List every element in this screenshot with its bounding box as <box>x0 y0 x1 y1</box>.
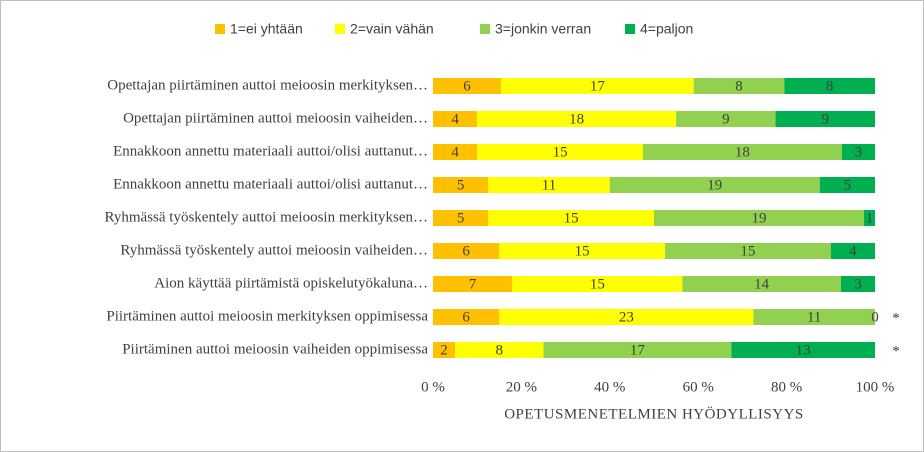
data-label: 6 <box>462 243 470 259</box>
data-label: 6 <box>462 309 470 325</box>
bar-segment <box>499 309 754 325</box>
y-tick-label: Ennakkoon annettu materiaali auttoi/olis… <box>113 143 428 159</box>
bar-segment <box>642 144 842 160</box>
bar-segment <box>433 210 489 226</box>
y-tick-label: Aion käyttää piirtämistä opiskelutyökalu… <box>154 275 428 291</box>
data-label: 18 <box>735 144 750 160</box>
bar-segment <box>477 144 643 160</box>
bar-segment <box>543 342 732 358</box>
bar-segment <box>499 243 666 259</box>
bar-segment <box>512 276 683 292</box>
data-label: 18 <box>569 111 584 127</box>
data-label: 19 <box>751 210 766 226</box>
data-label: 15 <box>590 276 605 292</box>
bar-segment <box>682 276 841 292</box>
y-tick-label: Ryhmässä työskentely auttoi meioosin vai… <box>120 242 428 258</box>
data-label: 6 <box>463 78 471 94</box>
data-label: 17 <box>630 342 646 358</box>
bar-segment <box>433 78 501 94</box>
bar-segment <box>676 111 776 127</box>
legend-swatch <box>625 24 635 34</box>
data-label: 0 <box>871 309 879 325</box>
legend-swatch <box>335 24 345 34</box>
bar-segment <box>665 243 831 259</box>
bar-segment <box>841 144 875 160</box>
data-label: 23 <box>619 309 634 325</box>
data-label: 3 <box>854 276 862 292</box>
x-tick-label: 20 % <box>506 379 537 395</box>
data-label: 7 <box>469 276 477 292</box>
data-label: 4 <box>451 111 459 127</box>
bar-segment <box>775 111 875 127</box>
y-tick-label: Piirtäminen auttoi meioosin vaiheiden op… <box>122 341 428 357</box>
data-label: 15 <box>740 243 755 259</box>
bar-segment <box>784 78 875 94</box>
data-label: 11 <box>807 309 821 325</box>
data-label: 4 <box>849 243 857 259</box>
data-label: 11 <box>542 177 556 193</box>
data-label: 19 <box>707 177 722 193</box>
data-label: 1 <box>866 210 874 226</box>
bar-segment <box>501 78 694 94</box>
legend-swatch <box>480 24 490 34</box>
bar-segment <box>488 177 610 193</box>
row-note: * <box>892 310 900 326</box>
bar-segment <box>433 144 478 160</box>
bar-segment <box>753 309 875 325</box>
data-label: 15 <box>575 243 590 259</box>
data-label: 4 <box>451 144 459 160</box>
bar-segment <box>433 111 478 127</box>
x-tick-label: 80 % <box>771 379 802 395</box>
bar-segment <box>433 342 456 358</box>
data-label: 5 <box>844 177 852 193</box>
data-label: 8 <box>826 78 834 94</box>
y-tick-label: Ryhmässä työskentely auttoi meioosin mer… <box>104 209 428 225</box>
bar-segment <box>609 177 820 193</box>
x-tick-label: 60 % <box>683 379 714 395</box>
data-label: 3 <box>855 144 863 160</box>
data-label: 14 <box>754 276 770 292</box>
y-tick-label: Ennakkoon annettu materiaali auttoi/olis… <box>113 176 428 192</box>
legend-label: 3=jonkin verran <box>495 21 591 37</box>
x-axis-title: OPETUSMENETELMIEN HYÖDYLLISYYS <box>504 405 804 422</box>
bar-segment <box>693 78 785 94</box>
legend-label: 1=ei yhtään <box>230 21 303 37</box>
legend-label: 2=vain vähän <box>350 21 434 37</box>
data-label: 17 <box>590 78 606 94</box>
bar-segment <box>488 210 654 226</box>
bar-segment <box>654 210 864 226</box>
data-label: 8 <box>496 342 504 358</box>
bar-segment <box>477 111 677 127</box>
data-label: 15 <box>564 210 579 226</box>
bar-segment <box>433 309 500 325</box>
bar-segment <box>841 276 875 292</box>
data-label: 5 <box>457 177 465 193</box>
x-tick-label: 0 % <box>421 379 445 395</box>
bar-segment <box>433 177 489 193</box>
bar-segment <box>819 177 875 193</box>
x-tick-label: 100 % <box>856 379 895 395</box>
bar-segment <box>731 342 875 358</box>
y-tick-label: Opettajan piirtäminen auttoi meioosin va… <box>123 110 428 126</box>
y-tick-label: Opettajan piirtäminen auttoi meioosin me… <box>107 77 428 93</box>
data-label: 2 <box>440 342 448 358</box>
data-label: 9 <box>822 111 830 127</box>
bar-segment <box>863 210 875 226</box>
bar-segment <box>433 276 513 292</box>
data-label: 13 <box>796 342 811 358</box>
x-tick-label: 40 % <box>594 379 625 395</box>
y-tick-label: Piirtäminen auttoi meioosin merkityksen … <box>106 308 428 324</box>
bar-segment <box>455 342 544 358</box>
data-label: 15 <box>553 144 568 160</box>
legend-swatch <box>215 24 225 34</box>
bar-segment <box>830 243 875 259</box>
bar-segment <box>433 243 500 259</box>
legend-label: 4=paljon <box>640 21 693 37</box>
data-label: 5 <box>457 210 465 226</box>
row-note: * <box>892 343 900 359</box>
data-label: 8 <box>735 78 743 94</box>
data-label: 9 <box>722 111 730 127</box>
